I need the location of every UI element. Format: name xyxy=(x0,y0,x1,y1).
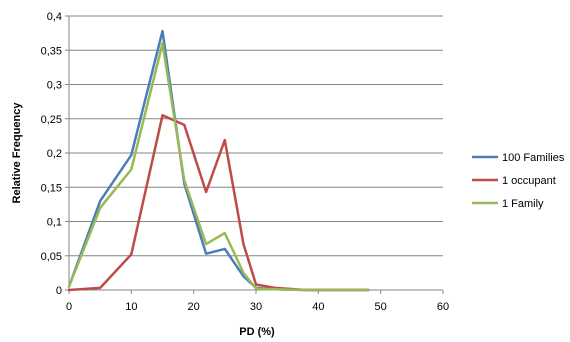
x-axis-title: PD (%) xyxy=(239,326,275,338)
legend: 100 Families 1 occupant 1 Family xyxy=(472,152,565,210)
y-tick-label: 0,25 xyxy=(41,114,62,126)
x-tick-label: 10 xyxy=(125,301,137,313)
y-axis-title: Relative Frequency xyxy=(11,102,23,204)
series-line-2 xyxy=(67,114,370,292)
gridlines xyxy=(69,15,443,257)
series-lines xyxy=(67,29,370,292)
y-tick-label: 0,1 xyxy=(47,217,62,229)
legend-label: 1 occupant xyxy=(502,175,556,187)
x-tick-label: 30 xyxy=(250,301,262,313)
y-tick-label: 0,35 xyxy=(41,45,62,57)
x-tick-label: 40 xyxy=(312,301,324,313)
x-tick-label: 50 xyxy=(375,301,387,313)
x-tick-label: 0 xyxy=(66,301,72,313)
legend-label: 100 Families xyxy=(502,152,565,164)
y-tick-label: 0,4 xyxy=(47,11,62,23)
x-tick-label: 20 xyxy=(188,301,200,313)
y-tick-labels: 0 0,05 0,1 0,15 0,2 0,25 0,3 0,35 0,4 xyxy=(41,11,69,297)
x-tick-label: 60 xyxy=(437,301,449,313)
y-tick-label: 0,2 xyxy=(47,148,62,160)
y-tick-label: 0,3 xyxy=(47,80,62,92)
series-line-3 xyxy=(67,42,370,292)
y-tick-label: 0,15 xyxy=(41,182,62,194)
y-tick-label: 0 xyxy=(56,285,62,297)
legend-label: 1 Family xyxy=(502,198,544,210)
x-tick-labels: 0 10 20 30 40 50 60 xyxy=(66,290,449,313)
y-tick-label: 0,05 xyxy=(41,251,62,263)
